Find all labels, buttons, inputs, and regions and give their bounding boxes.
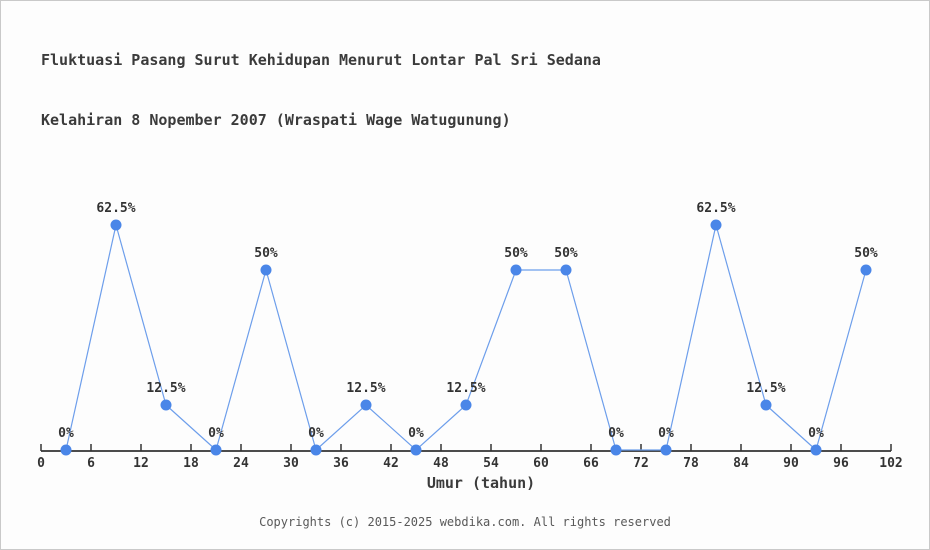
data-point [310,444,322,456]
data-point [110,219,122,231]
x-axis-tick-label: 54 [483,456,499,471]
x-axis-tick-label: 24 [233,456,249,471]
x-axis-tick-label: 66 [583,456,599,471]
data-line [65,224,867,452]
x-axis-tick-label: 90 [783,456,799,471]
data-point-label: 50% [504,246,528,261]
x-axis-tick-label: 18 [183,456,199,471]
x-axis-tick-label: 12 [133,456,149,471]
x-axis-label: Umur (tahun) [426,474,536,492]
data-point [360,399,372,411]
data-point-label: 50% [854,246,878,261]
data-point-label: 0% [308,426,324,441]
data-point-label: 0% [208,426,224,441]
data-point [410,444,422,456]
x-axis-tick-label: 78 [683,456,699,471]
x-axis-tick-label: 48 [433,456,449,471]
data-point-label: 0% [808,426,824,441]
data-point [560,264,572,276]
x-axis-tick-label: 6 [87,456,95,471]
x-axis-tick-label: 42 [383,456,399,471]
data-point-label: 0% [408,426,424,441]
data-point-label: 62.5% [696,201,735,216]
data-point-label: 50% [254,246,278,261]
x-axis-tick-label: 96 [833,456,849,471]
data-point [860,264,872,276]
copyright-text: Copyrights (c) 2015-2025 webdika.com. Al… [259,515,671,529]
x-axis-tick-label: 30 [283,456,299,471]
data-point-label: 50% [554,246,578,261]
data-point-label: 12.5% [746,381,785,396]
chart-title: Fluktuasi Pasang Surut Kehidupan Menurut… [41,10,601,170]
data-point-label: 0% [608,426,624,441]
data-point [810,444,822,456]
data-point-label: 0% [658,426,674,441]
data-point [510,264,522,276]
data-point [210,444,222,456]
data-point [710,219,722,231]
data-point-label: 62.5% [96,201,135,216]
x-axis-tick-label: 0 [37,456,45,471]
data-point [460,399,472,411]
data-point [610,444,622,456]
data-point-label: 12.5% [346,381,385,396]
data-point [260,264,272,276]
chart-title-line1: Fluktuasi Pasang Surut Kehidupan Menurut… [41,51,601,69]
data-point-label: 12.5% [446,381,485,396]
x-axis-tick-label: 84 [733,456,749,471]
x-axis-tick-label: 102 [879,456,902,471]
chart-title-line2: Kelahiran 8 Nopember 2007 (Wraspati Wage… [41,111,511,129]
x-axis-tick-label: 36 [333,456,349,471]
data-point [660,444,672,456]
data-point [160,399,172,411]
data-point-label: 12.5% [146,381,185,396]
data-point-label: 0% [58,426,74,441]
x-axis-tick-label: 60 [533,456,549,471]
data-point [760,399,772,411]
x-axis-tick-label: 72 [633,456,649,471]
data-point [60,444,72,456]
